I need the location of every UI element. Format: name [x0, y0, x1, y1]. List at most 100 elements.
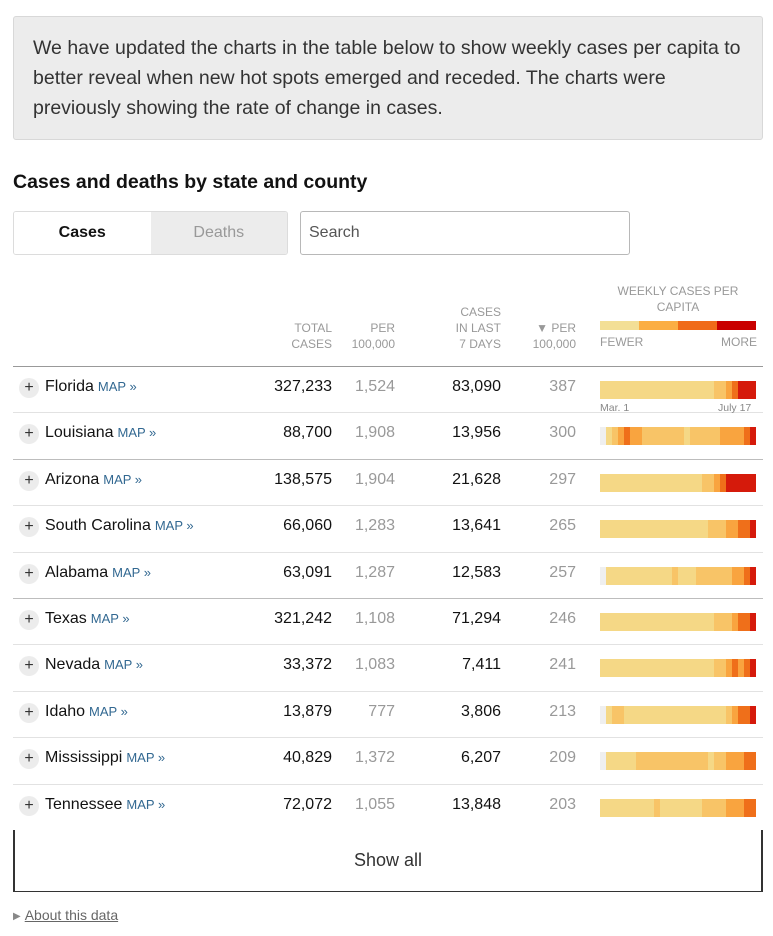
week-cell — [666, 659, 672, 678]
expand-icon[interactable]: + — [19, 378, 39, 398]
cases-last-7-days: 13,956 — [452, 424, 501, 442]
week-cell — [684, 520, 690, 539]
header-total-cases[interactable]: Total cases — [291, 321, 332, 351]
week-cell — [750, 659, 756, 678]
cases-per-100k: 1,083 — [354, 656, 395, 674]
total-cases: 40,829 — [283, 749, 332, 767]
week-cell — [678, 520, 684, 539]
search-input[interactable] — [300, 211, 630, 255]
table-row[interactable]: + Arizona MAP » 138,575 1,904 21,628 297 — [13, 460, 763, 507]
total-cases: 138,575 — [274, 470, 332, 488]
week-cell — [600, 473, 606, 492]
map-link[interactable]: MAP » — [126, 796, 166, 812]
table-row[interactable]: + South Carolina MAP » 66,060 1,283 13,641 265 — [13, 506, 763, 553]
expand-icon[interactable]: + — [19, 424, 39, 445]
per-100k-7-days: 257 — [549, 563, 576, 581]
week-cell — [600, 705, 606, 724]
expand-icon[interactable]: + — [19, 609, 39, 630]
table-row[interactable]: + Mississippi MAP » 40,829 1,372 6,207 209 — [13, 738, 763, 785]
week-cell — [630, 473, 636, 492]
expand-icon[interactable]: + — [19, 795, 39, 816]
week-cell — [708, 473, 714, 492]
week-cell — [624, 473, 630, 492]
week-cell — [606, 427, 612, 446]
per-100k-7-days: 209 — [549, 749, 576, 767]
table-row[interactable]: + Tennessee MAP » 72,072 1,055 13,848 203 — [13, 785, 763, 831]
header-per-100k-7-days[interactable]: ▼ Per 100,000 — [532, 321, 576, 351]
week-cell — [672, 427, 678, 446]
expand-icon[interactable]: + — [19, 749, 39, 770]
total-cases: 321,242 — [274, 609, 332, 627]
week-cell — [738, 566, 744, 585]
week-cell — [654, 752, 660, 771]
week-cell — [654, 798, 660, 817]
per-100k-7-days: 246 — [549, 609, 576, 627]
map-link[interactable]: MAP » — [90, 610, 130, 626]
map-link[interactable]: MAP » — [117, 425, 157, 441]
tab-cases[interactable]: Cases — [14, 212, 151, 254]
week-cell — [660, 612, 666, 631]
week-cell — [624, 612, 630, 631]
cases-last-7-days: 13,641 — [452, 517, 501, 535]
week-cell — [600, 798, 606, 817]
week-cell — [630, 798, 636, 817]
header-cases-last-7-days[interactable]: Cases in last 7 days — [455, 305, 501, 351]
table-row[interactable]: + Florida MAP » 327,233 1,524 83,090 387 Mar. 1… — [13, 367, 763, 414]
week-cell — [714, 612, 720, 631]
week-cell — [672, 612, 678, 631]
map-link[interactable]: MAP » — [154, 518, 194, 534]
week-cell — [714, 798, 720, 817]
header-weekly-cases: Weekly cases per capita — [617, 284, 739, 314]
week-cell — [660, 752, 666, 771]
about-data-toggle[interactable]: ▶ About this data — [13, 907, 118, 923]
expand-icon[interactable]: + — [19, 470, 39, 491]
week-cell — [648, 520, 654, 539]
week-cell — [750, 381, 756, 399]
table-row[interactable]: + Alabama MAP » 63,091 1,287 12,583 257 — [13, 553, 763, 599]
state-label: South Carolina — [45, 517, 151, 535]
map-link[interactable]: MAP » — [89, 703, 128, 719]
show-all-button[interactable]: Show all — [13, 830, 763, 892]
week-cell — [720, 612, 726, 631]
table-row[interactable]: + Idaho MAP » 13,879 777 3,806 213 — [13, 692, 763, 739]
map-link[interactable]: MAP » — [104, 657, 143, 673]
map-link[interactable]: MAP » — [126, 750, 166, 766]
state-label: Texas — [45, 609, 87, 627]
week-cell — [660, 520, 666, 539]
map-link[interactable]: MAP » — [97, 379, 137, 394]
week-cell — [636, 752, 642, 771]
week-cell — [690, 659, 696, 678]
state-name: Arizona MAP » — [45, 471, 142, 489]
week-cell — [684, 381, 690, 399]
week-cell — [672, 752, 678, 771]
week-cell — [618, 427, 624, 446]
week-cell — [636, 705, 642, 724]
about-data-link[interactable]: About this data — [24, 907, 119, 923]
table-row[interactable]: + Texas MAP » 321,242 1,108 71,294 246 — [13, 599, 763, 646]
week-cell — [708, 381, 714, 399]
week-cell — [714, 705, 720, 724]
header-per-100k[interactable]: Per 100,000 — [351, 321, 395, 351]
week-cell — [678, 612, 684, 631]
expand-icon[interactable]: + — [19, 702, 39, 723]
expand-icon[interactable]: + — [19, 656, 39, 677]
week-cell — [630, 612, 636, 631]
week-cell — [714, 659, 720, 678]
week-cell — [618, 752, 624, 771]
week-cell — [666, 612, 672, 631]
week-cell — [666, 520, 672, 539]
week-cell — [696, 612, 702, 631]
map-link[interactable]: MAP » — [103, 471, 143, 487]
week-cell — [678, 659, 684, 678]
week-cell — [702, 566, 708, 585]
expand-icon[interactable]: + — [19, 563, 39, 584]
table-row[interactable]: + Louisiana MAP » 88,700 1,908 13,956 300 — [13, 413, 763, 460]
weekly-cases-sparkline — [600, 659, 756, 678]
week-cell — [684, 798, 690, 817]
map-link[interactable]: MAP » — [112, 564, 151, 580]
total-cases: 88,700 — [283, 424, 332, 442]
expand-icon[interactable]: + — [19, 517, 39, 538]
cases-last-7-days: 12,583 — [452, 563, 501, 581]
tab-deaths[interactable]: Deaths — [150, 212, 287, 254]
table-row[interactable]: + Nevada MAP » 33,372 1,083 7,411 241 — [13, 645, 763, 692]
